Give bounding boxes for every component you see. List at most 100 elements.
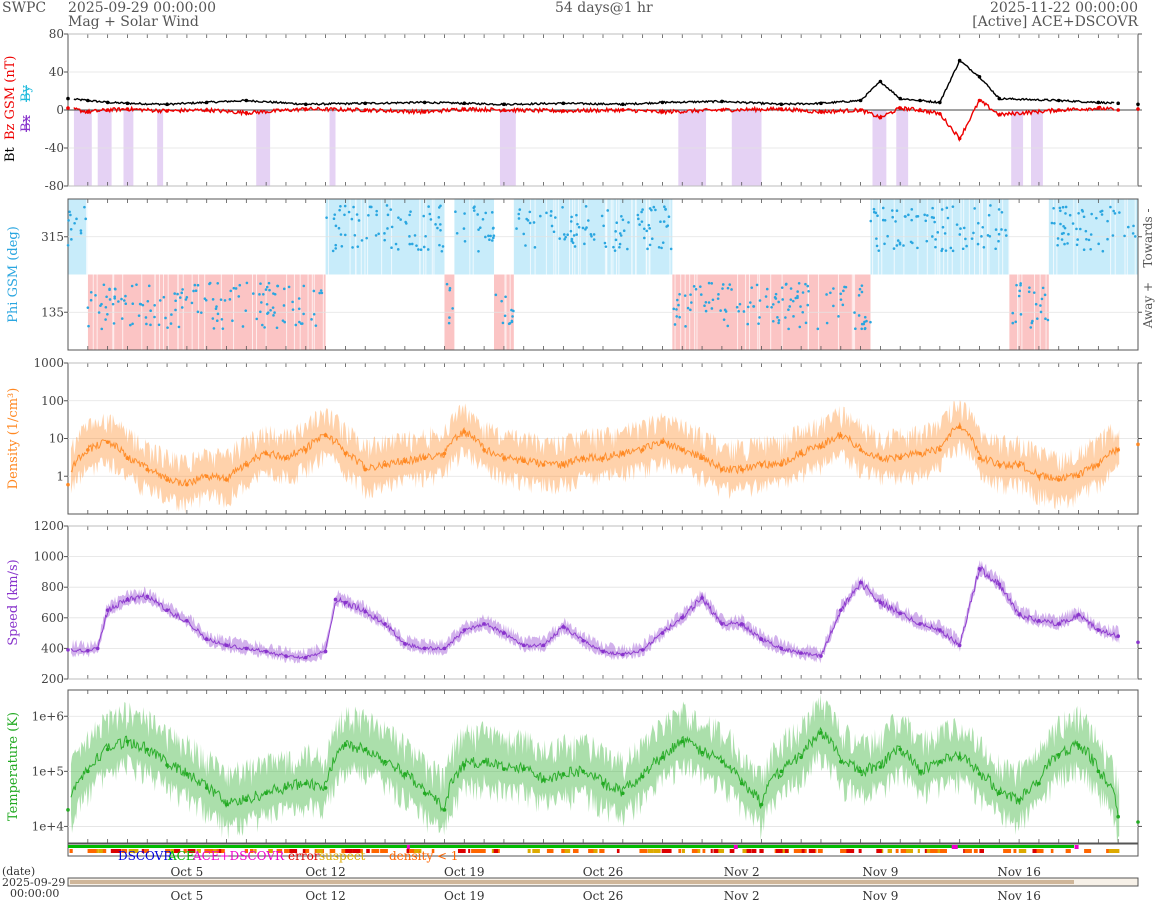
phi-point [283, 320, 286, 324]
phi-point [386, 213, 390, 217]
speed-point [165, 608, 169, 612]
phi-point [494, 293, 498, 297]
phi-gap [1045, 199, 1047, 350]
phi-point [854, 327, 857, 331]
phi-point [577, 225, 581, 229]
source-strip-flag [846, 849, 855, 853]
phi-point [97, 311, 101, 314]
speed-point [442, 646, 447, 651]
phi-point [234, 287, 238, 290]
density-point [1096, 463, 1101, 467]
density-point [343, 451, 348, 456]
density-point [204, 474, 209, 479]
phi-point [787, 308, 790, 311]
phi-point [1011, 311, 1015, 315]
phi-point [331, 249, 335, 253]
source-strip-flag [1032, 849, 1037, 853]
speed-ytick-label: 600 [41, 611, 64, 625]
phi-point [399, 218, 402, 221]
temperature-point [303, 781, 308, 786]
phi-point [478, 226, 482, 230]
phi-gap [364, 199, 366, 350]
mag-point-bt [957, 58, 962, 63]
phi-point [1027, 290, 1031, 294]
phi-gap [381, 199, 383, 350]
phi-point [575, 213, 578, 217]
phi-gap [1017, 199, 1019, 350]
temperature-point [403, 772, 407, 776]
speed-ytick-label: 1200 [33, 519, 64, 533]
density-point [601, 456, 605, 461]
phi-point [426, 248, 430, 251]
phi-point [241, 325, 245, 328]
phi-point [487, 234, 490, 238]
density-point [898, 456, 903, 461]
density-point [720, 467, 724, 472]
phi-point [1050, 221, 1054, 225]
phi-point [781, 298, 785, 301]
phi-point [463, 212, 466, 215]
source-strip-flag [793, 849, 802, 853]
phi-point [752, 305, 755, 308]
phi-gap [534, 199, 536, 350]
phi-point [675, 308, 678, 311]
phi-point [394, 242, 398, 246]
phi-gap [163, 199, 165, 350]
phi-point [652, 205, 656, 209]
phi-point [645, 229, 649, 233]
speed-point [957, 643, 962, 648]
phi-point [454, 210, 457, 213]
phi-gap [979, 199, 981, 350]
phi-point [245, 281, 249, 285]
source-strip-flag [406, 849, 410, 853]
temperature-point [244, 798, 249, 802]
phi-point [365, 236, 368, 240]
x-tick-label: Nov 9 [862, 865, 898, 879]
density-point [700, 456, 704, 461]
density-point [561, 463, 566, 467]
phi-point [112, 322, 116, 325]
phi-point [916, 246, 919, 250]
phi-point [1019, 283, 1022, 287]
phi-point [237, 295, 241, 298]
source-strip-flag [206, 849, 210, 853]
temperature-point [878, 765, 883, 769]
phi-point [100, 327, 104, 331]
source-strip-flag [900, 849, 909, 853]
phi-point [755, 283, 759, 287]
phi-point [337, 226, 341, 230]
phi-gap [1076, 199, 1078, 350]
phi-gap [947, 199, 949, 350]
phi-point [931, 206, 934, 210]
source-strip-combined [733, 845, 738, 849]
phi-point [951, 249, 955, 253]
phi-point [863, 315, 867, 319]
phi-point [297, 297, 301, 300]
phi-point [510, 319, 514, 323]
phi-point [334, 243, 338, 247]
temperature-point [938, 759, 942, 764]
phi-gap [286, 199, 288, 350]
phi-point [550, 224, 554, 228]
phi-point [612, 245, 615, 249]
phi-point [872, 207, 876, 211]
speed-point [125, 597, 130, 602]
phi-point [267, 281, 271, 285]
mag-point-bt [363, 101, 368, 106]
phi-gap [313, 199, 315, 350]
mag-point-bt [858, 98, 863, 103]
phi-gap [1134, 199, 1136, 350]
phi-point [865, 319, 868, 323]
phi-point [940, 208, 944, 211]
mag-point-bz [462, 107, 467, 111]
mag-point-bz [720, 108, 724, 112]
phi-point [484, 211, 488, 215]
phi-point [716, 297, 720, 300]
speed-point [185, 619, 189, 623]
phi-point [282, 287, 286, 291]
phi-point [302, 284, 306, 288]
phi-point [334, 224, 338, 228]
source-strip-flag [268, 849, 273, 853]
phi-point [1118, 211, 1121, 214]
phi-point [903, 215, 907, 218]
